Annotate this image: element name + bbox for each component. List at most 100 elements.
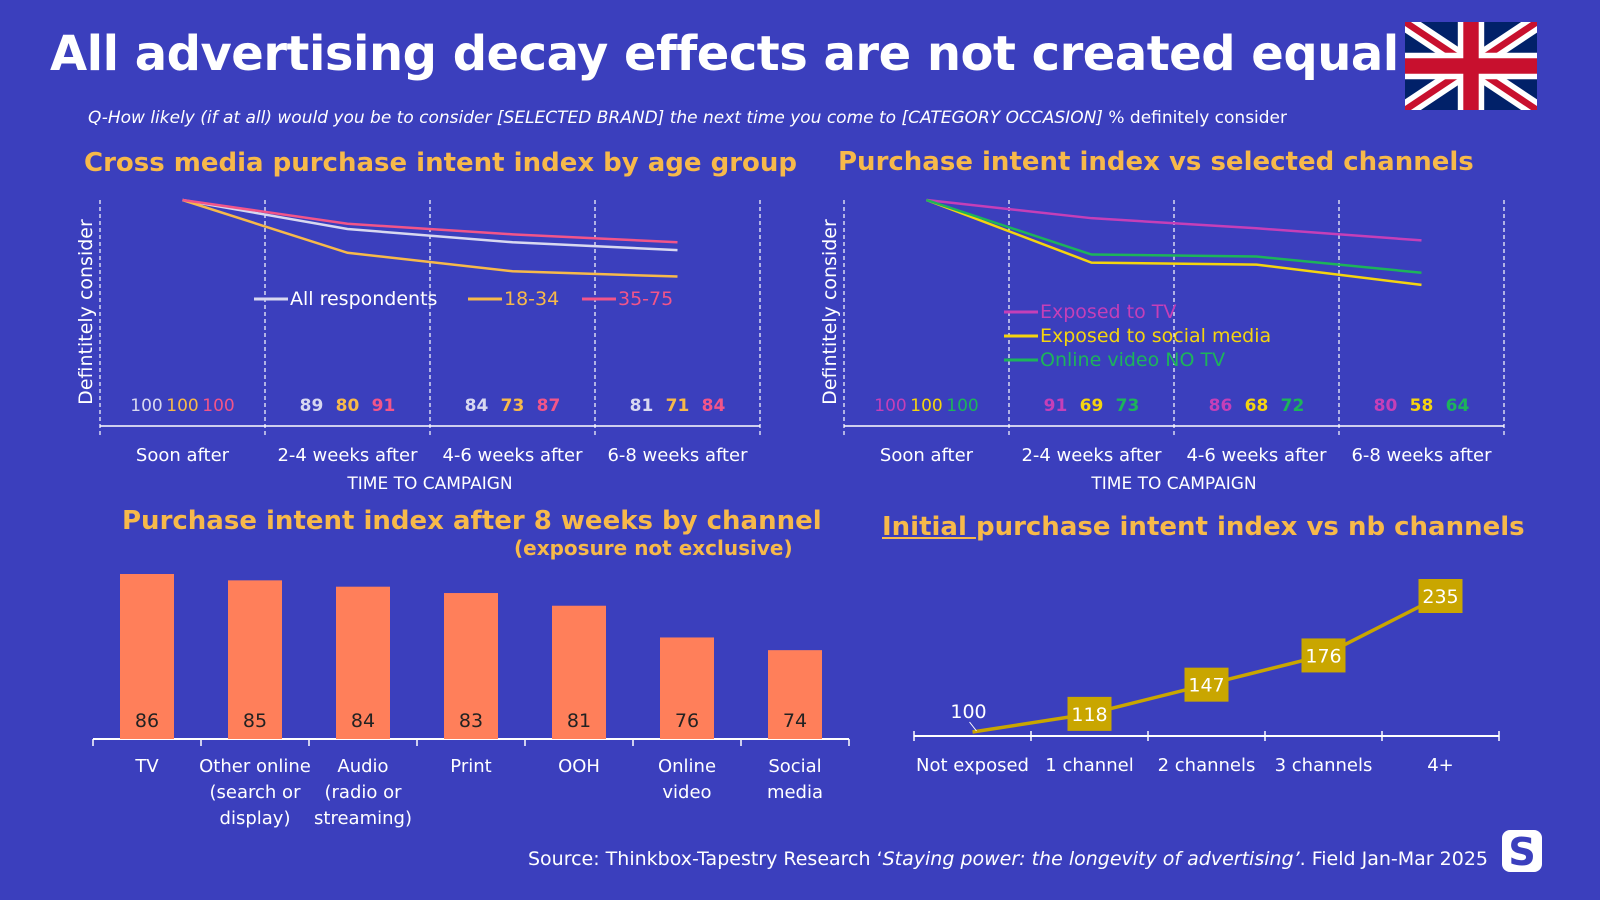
bar-category-label: Audio — [337, 756, 388, 777]
nb-category-label: 3 channels — [1275, 755, 1373, 776]
channels-value-label: 100 — [946, 396, 978, 416]
nb-value-label: 100 — [950, 701, 986, 723]
nb-value-box — [1067, 696, 1112, 731]
bar-category-label: (search or — [210, 782, 302, 803]
channels-x-axis-title: TIME TO CAMPAIGN — [1090, 474, 1256, 494]
nb-chart-title-rest: purchase intent index vs nb channels — [975, 512, 1525, 542]
bar — [444, 593, 498, 739]
nb-value-label: 118 — [1071, 704, 1107, 726]
age-legend-label: 35-75 — [618, 288, 673, 310]
age-series-line — [182, 198, 678, 252]
age-value-label: 100 — [202, 396, 234, 416]
age-chart-title: Cross media purchase intent index by age… — [84, 148, 798, 178]
channels-value-label: 100 — [874, 396, 906, 416]
channels-value-label: 73 — [1116, 396, 1140, 416]
nb-category-label: 4+ — [1427, 755, 1454, 776]
channels-category-label: 6-8 weeks after — [1351, 445, 1492, 466]
logo-icon: S — [1500, 828, 1544, 874]
bar-category-label: TV — [134, 756, 159, 777]
channels-value-label: 64 — [1446, 396, 1470, 416]
bar-category-label: (radio or — [324, 782, 402, 803]
age-value-label: 84 — [465, 396, 489, 416]
source-note: Source: Thinkbox-Tapestry Research ‘Stay… — [528, 848, 1488, 870]
source-field-dates: . Field Jan-Mar 2025 — [1299, 848, 1488, 870]
source-prefix: Source: Thinkbox-Tapestry Research ‘ — [527, 848, 883, 870]
bar-category-label: OOH — [558, 756, 600, 777]
uk-flag-icon — [1405, 22, 1537, 110]
age-category-label: Soon after — [136, 445, 230, 466]
age-value-label: 100 — [166, 396, 198, 416]
age-value-label: 89 — [300, 396, 324, 416]
age-value-label: 100 — [130, 396, 162, 416]
channels-category-label: Soon after — [880, 445, 974, 466]
age-series-line — [182, 198, 678, 244]
nb-chart-title-underlined: Initial — [882, 512, 976, 542]
question-metric: % definitely consider — [1102, 108, 1288, 128]
channels-series-line — [926, 198, 1422, 274]
question-subtitle: Q-How likely (if at all) would you be to… — [88, 108, 1287, 128]
channels-value-label: 91 — [1044, 396, 1068, 416]
nb-series-line — [972, 594, 1442, 734]
channels-value-label: 80 — [1374, 396, 1398, 416]
question-text: Q-How likely (if at all) would you be to… — [88, 108, 1103, 128]
age-x-axis-title: TIME TO CAMPAIGN — [346, 474, 512, 494]
bar-value-label: 84 — [351, 710, 375, 732]
bar — [552, 605, 606, 739]
nb-chart-title: Initial purchase intent index vs nb chan… — [882, 512, 1525, 542]
channels-value-label: 58 — [1410, 396, 1434, 416]
age-series-line — [182, 198, 678, 278]
channels-chart-title: Purchase intent index vs selected channe… — [838, 147, 1474, 177]
nb-value-label: 147 — [1188, 675, 1224, 697]
nb-value-leader — [969, 721, 977, 732]
bar-category-label: display) — [220, 808, 291, 829]
nb-category-label: Not exposed — [916, 755, 1029, 776]
bar-value-label: 85 — [243, 710, 267, 732]
channels-value-label: 72 — [1281, 396, 1305, 416]
age-value-label: 81 — [630, 396, 654, 416]
bar-category-label: media — [767, 782, 823, 803]
age-category-label: 6-8 weeks after — [607, 445, 748, 466]
nb-category-label: 1 channel — [1045, 755, 1133, 776]
bar-value-label: 76 — [675, 710, 699, 732]
bar-value-label: 81 — [567, 710, 591, 732]
age-value-label: 71 — [666, 396, 690, 416]
channels-legend-label: Online video NO TV — [1040, 349, 1225, 371]
channels-value-label: 86 — [1209, 396, 1233, 416]
nb-value-box — [1184, 667, 1229, 702]
age-value-label: 91 — [372, 396, 396, 416]
bar — [228, 580, 282, 739]
channels-category-label: 4-6 weeks after — [1186, 445, 1327, 466]
bar — [336, 586, 390, 739]
bar-value-label: 83 — [459, 710, 483, 732]
age-category-label: 4-6 weeks after — [442, 445, 583, 466]
bar-category-label: streaming) — [314, 808, 412, 829]
channels-y-axis-title: Defintitely consider — [819, 219, 841, 405]
channels-category-label: 2-4 weeks after — [1021, 445, 1162, 466]
channels-series-line — [926, 198, 1422, 242]
page-title: All advertising decay effects are not cr… — [50, 26, 1399, 82]
channels-value-label: 100 — [910, 396, 942, 416]
bar-category-label: Online — [658, 756, 716, 777]
bar — [660, 637, 714, 739]
age-legend-label: 18-34 — [504, 288, 559, 310]
bar-category-label: Other online — [199, 756, 311, 777]
bar-chart-subtitle: (exposure not exclusive) — [514, 536, 793, 560]
channels-legend-label: Exposed to social media — [1040, 325, 1271, 347]
channels-series-line — [926, 198, 1422, 287]
age-category-label: 2-4 weeks after — [277, 445, 418, 466]
bar-category-label: video — [662, 782, 711, 803]
age-y-axis-title: Defintitely consider — [75, 219, 97, 405]
bar-chart-title: Purchase intent index after 8 weeks by c… — [122, 506, 822, 536]
channels-value-label: 69 — [1080, 396, 1104, 416]
nb-value-label: 235 — [1422, 586, 1458, 608]
bar — [120, 574, 174, 739]
logo-shape: S — [1502, 830, 1542, 874]
logo-letter: S — [1508, 830, 1535, 874]
bar-value-label: 86 — [135, 710, 159, 732]
bar-category-label: Print — [450, 756, 491, 777]
age-value-label: 73 — [501, 396, 525, 416]
age-value-label: 80 — [336, 396, 360, 416]
age-value-label: 84 — [702, 396, 726, 416]
channels-legend-label: Exposed to TV — [1040, 301, 1176, 323]
